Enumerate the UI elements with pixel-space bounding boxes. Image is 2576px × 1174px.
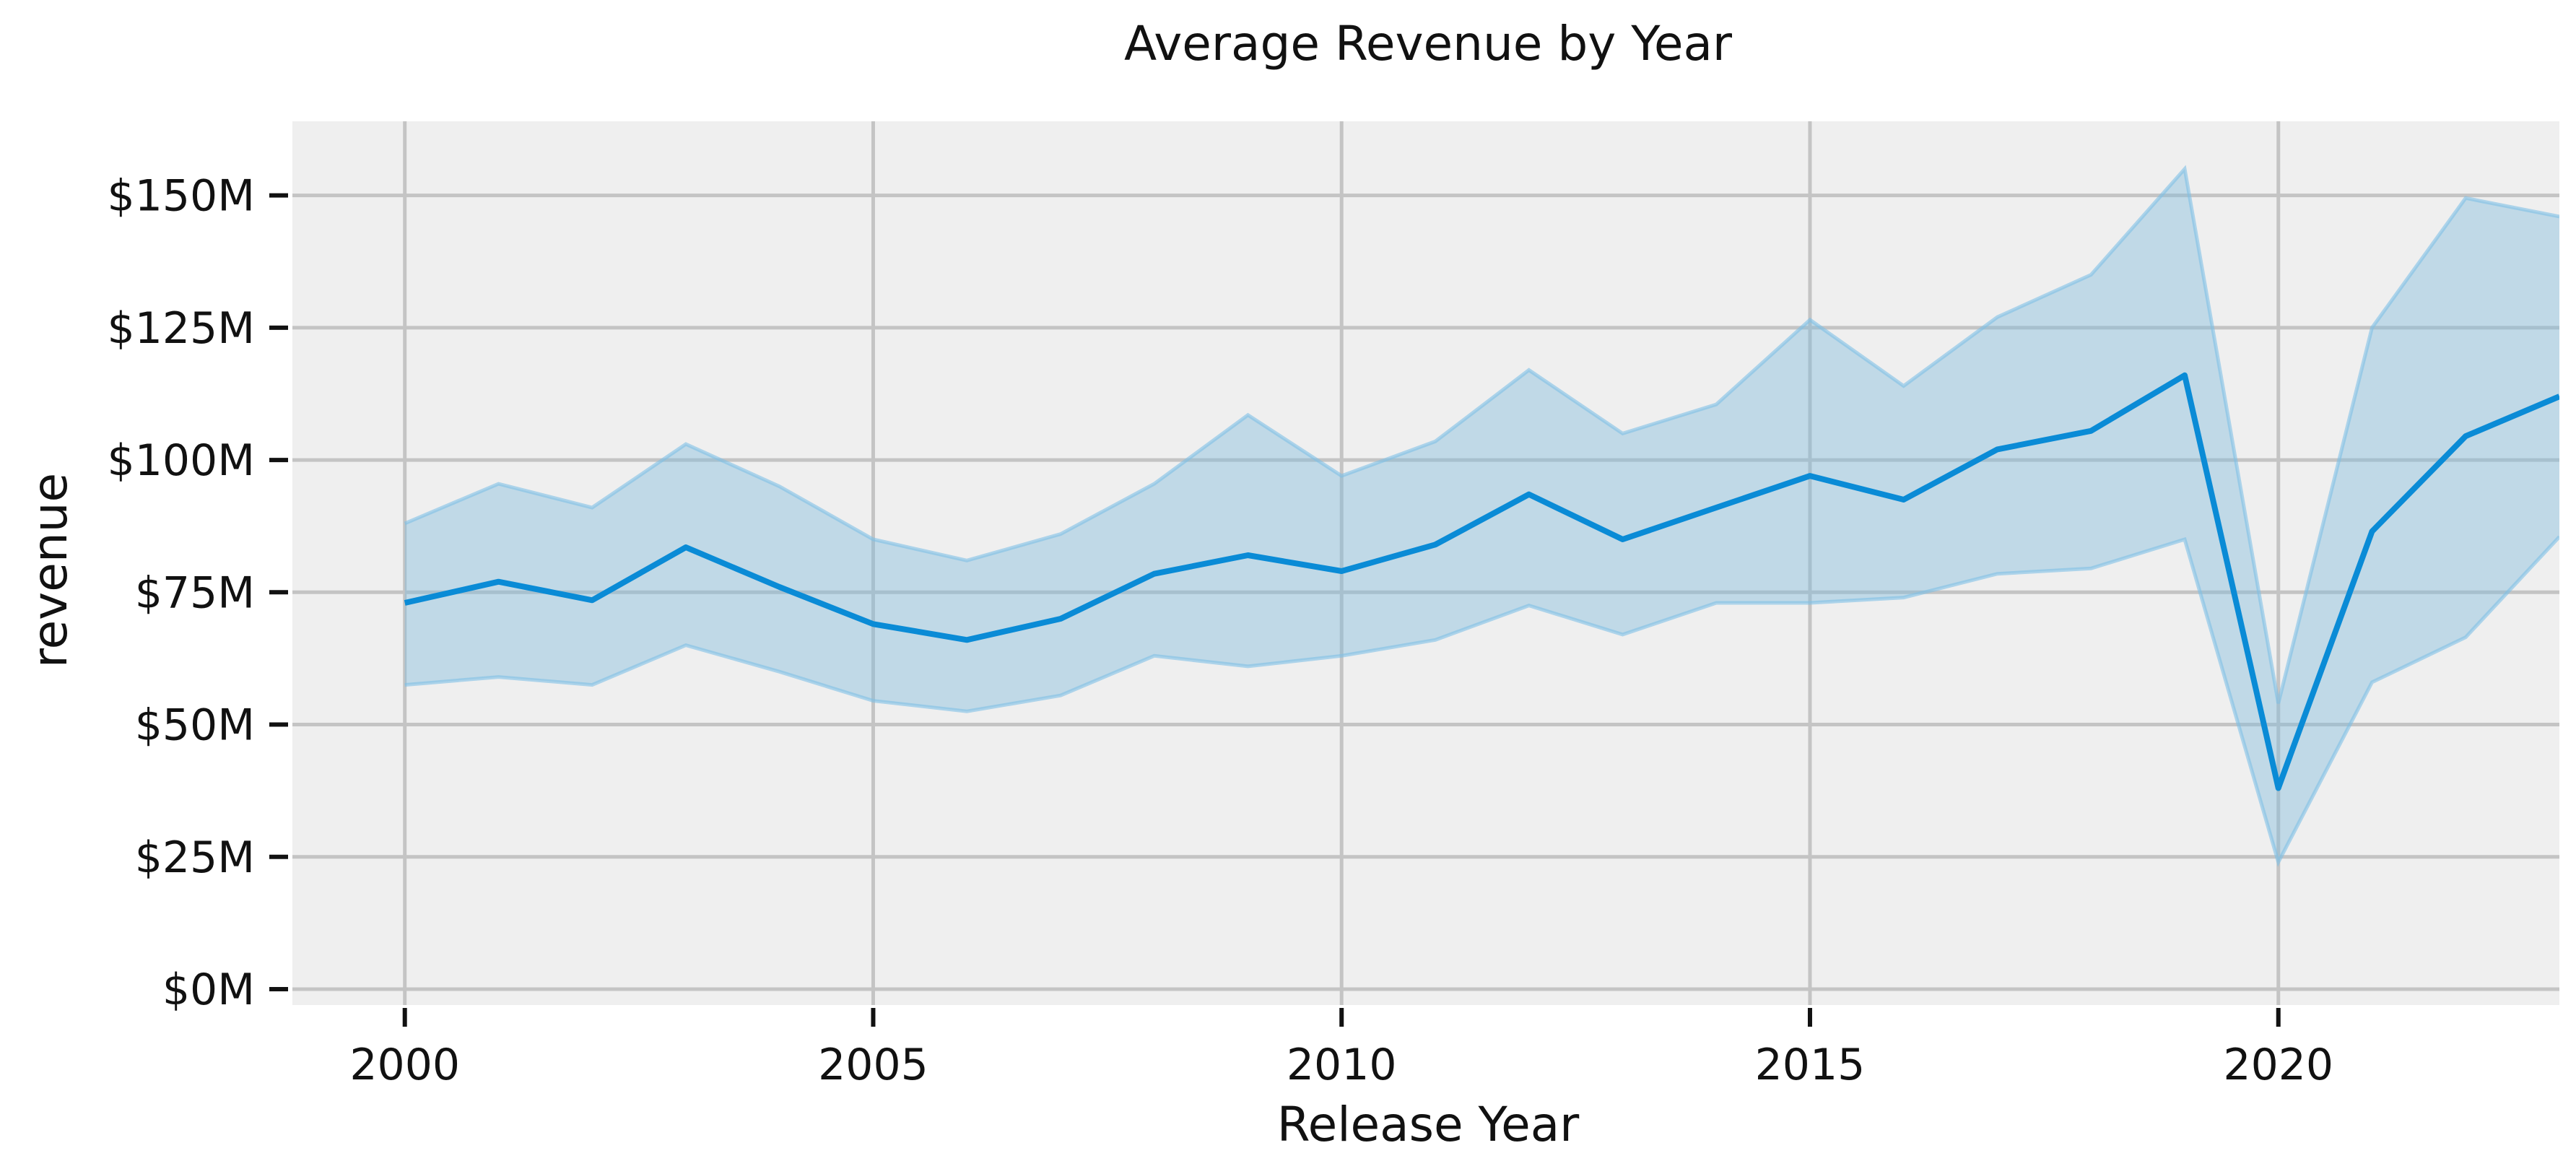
ci-band-area [404, 169, 2559, 863]
y-axis-label: revenue [22, 473, 78, 668]
y-tick-label: $100M [108, 435, 255, 486]
y-tick-label: $0M [162, 965, 255, 1015]
axis-ticks: 2000 2005 2010 2015 2020 $0M $25M $50M $75M $100M… [108, 171, 2334, 1090]
y-tick-label: $150M [108, 171, 255, 222]
x-tick-label: 2015 [1755, 1040, 1866, 1090]
mean-line [404, 372, 2559, 791]
y-tick-label: $75M [135, 568, 255, 618]
y-tick-label: $25M [135, 832, 255, 883]
y-tick-label: $50M [135, 700, 255, 751]
y-tick-label: $125M [108, 303, 255, 354]
x-axis-label: Release Year [1277, 1097, 1580, 1152]
gridlines [292, 121, 2559, 1005]
chart-title: Average Revenue by Year [1124, 16, 1733, 71]
x-tick-label: 2010 [1287, 1040, 1397, 1090]
ci-upper-edge [404, 165, 2559, 704]
x-tick-label: 2005 [818, 1040, 928, 1090]
confidence-band [404, 165, 2559, 867]
x-tick-label: 2020 [2223, 1040, 2333, 1090]
x-tick-label: 2000 [349, 1040, 460, 1090]
revenue-series-line [404, 372, 2559, 791]
ci-lower-edge [404, 535, 2559, 867]
